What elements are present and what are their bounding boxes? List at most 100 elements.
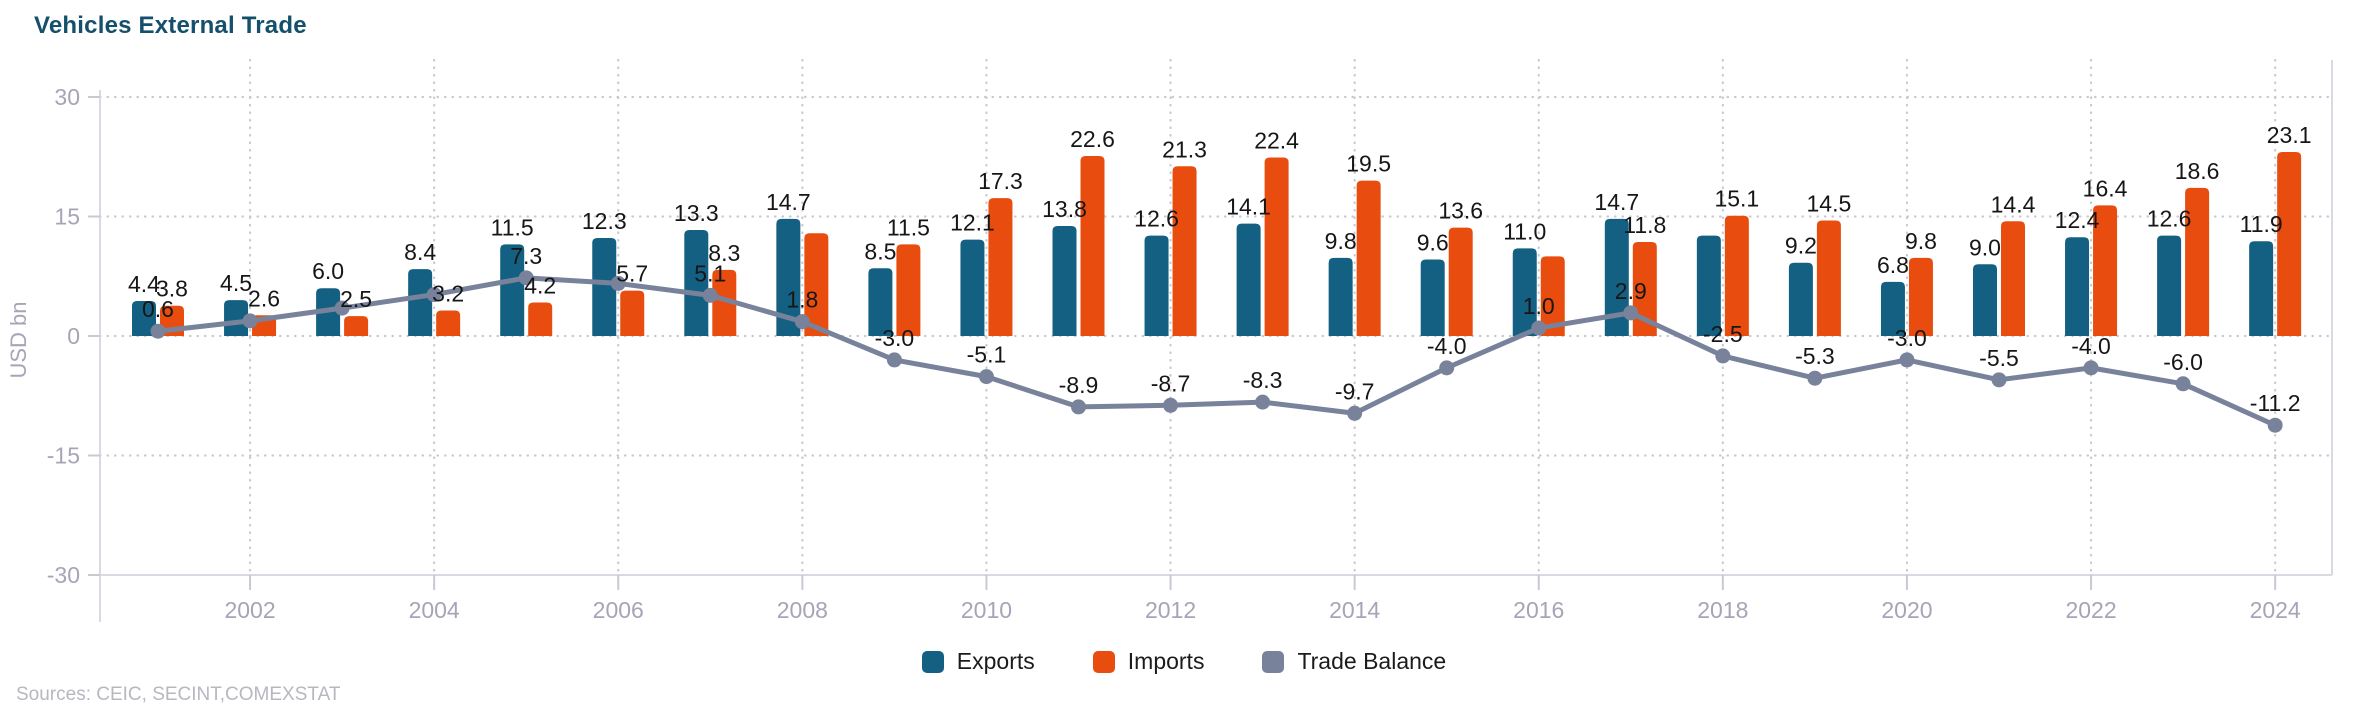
export-value-label: 8.5 bbox=[864, 238, 896, 264]
import-bar-2016[interactable] bbox=[1540, 256, 1565, 336]
export-bar-2024[interactable] bbox=[2249, 241, 2274, 336]
import-value-label: 14.4 bbox=[1991, 191, 2036, 217]
trade-balance-value-label: -4.0 bbox=[2071, 333, 2111, 359]
import-bar-2021[interactable] bbox=[2001, 221, 2025, 336]
import-bar-2010[interactable] bbox=[988, 198, 1013, 336]
trade-balance-point-2010[interactable] bbox=[978, 369, 994, 385]
export-bar-2010[interactable] bbox=[960, 239, 985, 336]
import-value-label: 19.5 bbox=[1346, 151, 1391, 177]
trade-balance-point-2021[interactable] bbox=[1991, 372, 2007, 388]
trade-balance-point-2018[interactable] bbox=[1715, 348, 1731, 364]
export-bar-2016[interactable] bbox=[1512, 248, 1537, 336]
trade-balance-value-label: -2.5 bbox=[1703, 321, 1743, 347]
trade-balance-point-2011[interactable] bbox=[1071, 399, 1086, 415]
import-bar-2005[interactable] bbox=[528, 302, 553, 336]
exports-swatch-icon bbox=[921, 650, 944, 673]
export-bar-2022[interactable] bbox=[2065, 237, 2090, 336]
trade-balance-value-label: -4.0 bbox=[1427, 333, 1467, 359]
import-value-label: 2.5 bbox=[340, 286, 372, 312]
legend-item-trade-balance[interactable]: Trade Balance bbox=[1262, 648, 1446, 675]
export-bar-2001[interactable] bbox=[132, 300, 156, 336]
trade-balance-point-2008[interactable] bbox=[794, 314, 810, 330]
export-bar-2012[interactable] bbox=[1144, 235, 1169, 336]
import-bar-2007[interactable] bbox=[712, 269, 737, 336]
import-bar-2012[interactable] bbox=[1172, 166, 1197, 336]
trade-balance-value-label: -6.0 bbox=[2163, 349, 2203, 375]
export-bar-2004[interactable] bbox=[408, 269, 433, 336]
trade-balance-point-2015[interactable] bbox=[1439, 360, 1455, 376]
import-bar-2018[interactable] bbox=[1724, 215, 1749, 336]
export-bar-2019[interactable] bbox=[1788, 262, 1813, 336]
trade-balance-point-2001[interactable] bbox=[150, 323, 166, 339]
trade-balance-point-2019[interactable] bbox=[1807, 370, 1823, 386]
trade-balance-point-2013[interactable] bbox=[1255, 394, 1271, 410]
trade-balance-point-2009[interactable] bbox=[886, 352, 902, 368]
trade-balance-point-2016[interactable] bbox=[1531, 320, 1547, 336]
trade-balance-point-2003[interactable] bbox=[334, 300, 350, 316]
legend-item-exports[interactable]: Exports bbox=[921, 648, 1035, 675]
export-bar-2017[interactable] bbox=[1604, 218, 1629, 336]
chart-title: Vehicles External Trade bbox=[34, 12, 307, 39]
import-value-label: 17.3 bbox=[978, 168, 1023, 194]
import-bar-2004[interactable] bbox=[436, 310, 461, 336]
export-bar-2020[interactable] bbox=[1880, 281, 1905, 336]
import-bar-2014[interactable] bbox=[1356, 180, 1381, 336]
export-bar-2006[interactable] bbox=[592, 238, 617, 336]
trade-balance-value-label: 0.6 bbox=[142, 296, 174, 322]
import-bar-2020[interactable] bbox=[1908, 257, 1933, 336]
trade-balance-point-2004[interactable] bbox=[426, 287, 442, 303]
x-tick-label: 2008 bbox=[777, 597, 828, 623]
export-value-label: 4.4 bbox=[128, 271, 160, 297]
legend-item-imports[interactable]: Imports bbox=[1092, 648, 1204, 675]
export-bar-2018[interactable] bbox=[1696, 235, 1721, 336]
import-bar-2006[interactable] bbox=[620, 290, 645, 336]
import-bar-2003[interactable] bbox=[344, 316, 369, 336]
x-tick-label: 2006 bbox=[593, 597, 644, 623]
export-bar-2021[interactable] bbox=[1973, 264, 1997, 336]
export-bar-2005[interactable] bbox=[500, 244, 525, 336]
import-bar-2022[interactable] bbox=[2093, 205, 2118, 336]
import-bar-2011[interactable] bbox=[1080, 155, 1105, 336]
trade-balance-point-2012[interactable] bbox=[1163, 397, 1179, 413]
export-value-label: 9.6 bbox=[1417, 230, 1449, 256]
trade-balance-point-2007[interactable] bbox=[702, 287, 718, 303]
y-tick-label: -15 bbox=[47, 443, 80, 469]
trade-balance-point-2024[interactable] bbox=[2267, 417, 2283, 433]
export-value-label: 13.8 bbox=[1042, 196, 1087, 222]
export-value-label: 12.1 bbox=[950, 210, 995, 236]
trade-balance-point-2002[interactable] bbox=[242, 313, 258, 329]
export-bar-2008[interactable] bbox=[776, 218, 801, 336]
export-bar-2015[interactable] bbox=[1420, 259, 1445, 336]
import-bar-2015[interactable] bbox=[1448, 227, 1473, 336]
export-bar-2009[interactable] bbox=[868, 268, 893, 336]
import-bar-2023[interactable] bbox=[2185, 187, 2210, 336]
export-bar-2023[interactable] bbox=[2157, 235, 2182, 336]
import-bar-2008[interactable] bbox=[804, 233, 829, 336]
y-axis-title: USD bn bbox=[6, 301, 31, 378]
import-bar-2009[interactable] bbox=[896, 244, 921, 336]
trade-balance-point-2020[interactable] bbox=[1899, 352, 1915, 368]
trade-balance-point-2006[interactable] bbox=[610, 275, 626, 291]
trade-balance-point-2005[interactable] bbox=[518, 270, 534, 286]
import-bar-2013[interactable] bbox=[1264, 157, 1289, 336]
trade-balance-line bbox=[157, 275, 2277, 428]
import-value-label: 3.8 bbox=[156, 276, 188, 302]
sources-note: Sources: CEIC, SECINT,COMEXSTAT bbox=[16, 684, 341, 705]
import-value-label: 22.4 bbox=[1254, 128, 1299, 154]
import-value-label: 18.6 bbox=[2175, 158, 2220, 184]
trade-balance-value-label: 7.3 bbox=[510, 243, 542, 269]
import-bar-2017[interactable] bbox=[1632, 241, 1657, 336]
import-bar-2024[interactable] bbox=[2277, 151, 2302, 336]
trade-balance-point-2023[interactable] bbox=[2175, 376, 2191, 392]
export-bar-2011[interactable] bbox=[1052, 226, 1077, 336]
export-value-label: 9.8 bbox=[1325, 228, 1357, 254]
export-bar-2007[interactable] bbox=[684, 230, 709, 336]
import-value-label: 16.4 bbox=[2083, 175, 2128, 201]
trade-balance-point-2014[interactable] bbox=[1347, 405, 1363, 421]
export-bar-2014[interactable] bbox=[1328, 257, 1353, 336]
export-bar-2002[interactable] bbox=[224, 300, 249, 336]
trade-balance-point-2022[interactable] bbox=[2083, 360, 2099, 376]
import-bar-2019[interactable] bbox=[1816, 220, 1841, 336]
export-bar-2013[interactable] bbox=[1236, 223, 1261, 336]
trade-balance-point-2017[interactable] bbox=[1623, 305, 1639, 321]
